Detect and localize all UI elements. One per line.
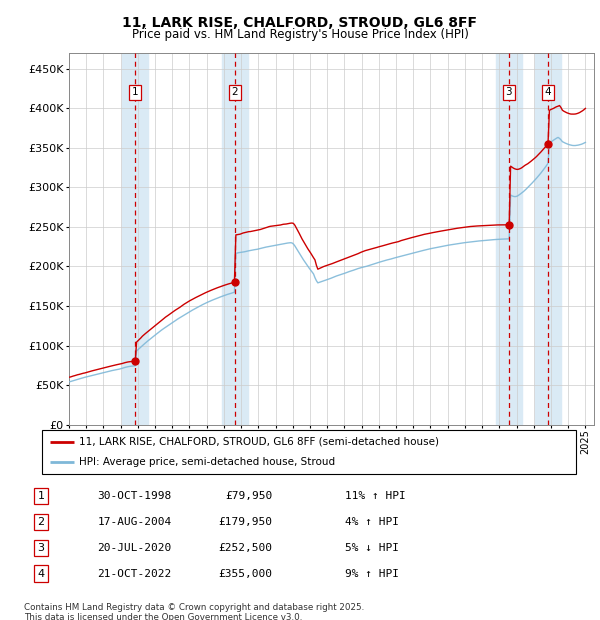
Text: 3: 3 (505, 87, 512, 97)
Text: 21-OCT-2022: 21-OCT-2022 (97, 569, 172, 578)
Text: 1: 1 (131, 87, 138, 97)
Text: HPI: Average price, semi-detached house, Stroud: HPI: Average price, semi-detached house,… (79, 457, 335, 467)
Text: £355,000: £355,000 (218, 569, 272, 578)
Text: 4% ↑ HPI: 4% ↑ HPI (346, 516, 400, 527)
Text: 17-AUG-2004: 17-AUG-2004 (97, 516, 172, 527)
Text: 2: 2 (37, 516, 44, 527)
Text: 30-OCT-1998: 30-OCT-1998 (97, 491, 172, 501)
Text: £179,950: £179,950 (218, 516, 272, 527)
Text: 11% ↑ HPI: 11% ↑ HPI (346, 491, 406, 501)
Bar (222, 53, 248, 425)
Text: 1: 1 (37, 491, 44, 501)
Text: Price paid vs. HM Land Registry's House Price Index (HPI): Price paid vs. HM Land Registry's House … (131, 28, 469, 41)
Text: 2: 2 (232, 87, 238, 97)
Text: 11, LARK RISE, CHALFORD, STROUD, GL6 8FF (semi-detached house): 11, LARK RISE, CHALFORD, STROUD, GL6 8FF… (79, 436, 439, 447)
Text: 9% ↑ HPI: 9% ↑ HPI (346, 569, 400, 578)
Text: 4: 4 (37, 569, 44, 578)
Text: £252,500: £252,500 (218, 542, 272, 552)
Text: 11, LARK RISE, CHALFORD, STROUD, GL6 8FF: 11, LARK RISE, CHALFORD, STROUD, GL6 8FF (122, 16, 478, 30)
Bar (496, 53, 522, 425)
Text: 5% ↓ HPI: 5% ↓ HPI (346, 542, 400, 552)
Text: £79,950: £79,950 (225, 491, 272, 501)
Bar (122, 53, 148, 425)
FancyBboxPatch shape (42, 430, 576, 474)
Bar (535, 53, 560, 425)
Text: 4: 4 (544, 87, 551, 97)
Text: Contains HM Land Registry data © Crown copyright and database right 2025.
This d: Contains HM Land Registry data © Crown c… (24, 603, 364, 620)
Text: 3: 3 (37, 542, 44, 552)
Text: 20-JUL-2020: 20-JUL-2020 (97, 542, 172, 552)
